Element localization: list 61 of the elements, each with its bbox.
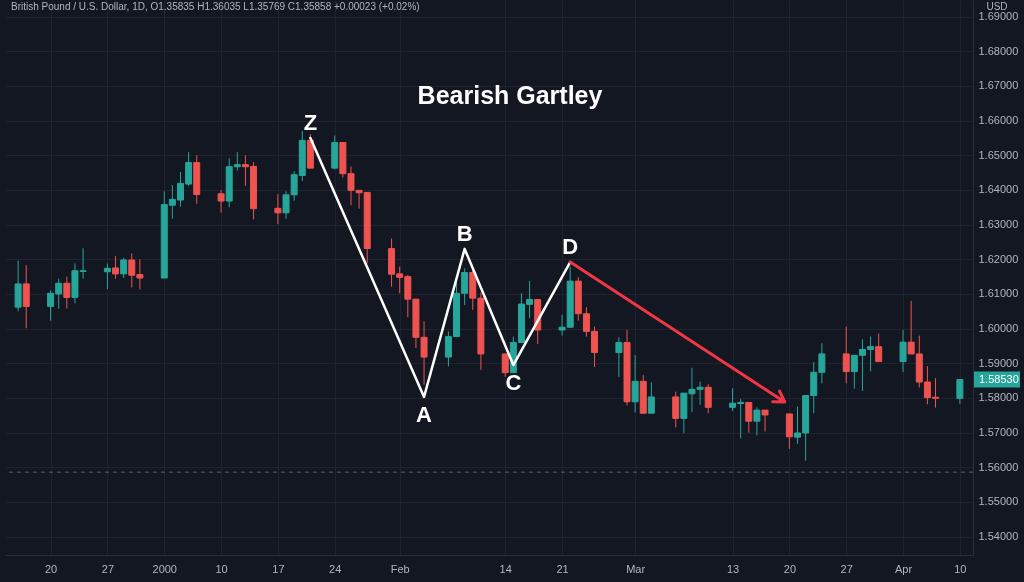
candlestick [112,255,120,280]
y-tick-label: 1.63000 [978,218,1019,231]
y-tick-label: 1.54000 [978,530,1019,543]
x-tick-label: 21 [556,562,569,575]
y-tick-label: 1.59000 [978,356,1019,369]
y-tick-label: 1.60000 [978,322,1019,335]
x-tick-label: 10 [954,562,967,575]
annotation: Z [303,109,318,135]
x-tick-label: 27 [101,562,115,575]
x-tick-label: 24 [329,562,342,575]
candlestick [761,409,769,433]
y-tick-label: 1.65000 [978,148,1019,161]
candlestick [899,329,907,373]
candlestick [120,257,128,279]
y-tick-label: 1.67000 [978,79,1019,92]
x-tick-label: Mar [626,562,646,575]
y-tick-label: 1.69000 [978,10,1019,23]
y-tick-label: 1.56000 [978,460,1019,473]
candlestick [615,336,623,378]
candlestick [274,193,282,225]
y-tick-label: 1.64000 [978,183,1019,196]
y-tick-label: 1.62000 [978,252,1019,265]
x-tick-label: 14 [499,562,512,575]
candlestick [956,379,964,405]
candlestick [63,276,71,310]
x-tick-label: 10 [215,562,228,575]
candlestick [785,413,793,450]
annotation: D [562,234,579,260]
candlestick [875,332,883,363]
candlestick [704,383,712,414]
candlestick [103,262,111,290]
y-tick-label: 1.58000 [978,391,1019,404]
x-tick-label: 2000 [152,562,177,575]
candlestick [631,354,639,414]
y-tick-label: 1.68000 [978,44,1019,57]
y-tick-label: 1.55000 [978,495,1019,508]
annotation: C [505,370,522,396]
candlestick [753,406,761,436]
annotation: B [456,220,473,246]
x-tick-label: 17 [272,562,285,575]
chart-subtitle: British Pound / U.S. Dollar, 1D, O1.35835 H1.36035 L1.35769 C1.35858 +0.00023 (+0.02%) [11,1,420,12]
x-tick-label: 13 [726,562,740,575]
candlestick [217,189,225,213]
x-tick-label: Apr [894,562,913,575]
x-tick-label: 27 [840,562,853,575]
y-tick-label: 1.61000 [978,287,1019,300]
y-axis-title: USD [986,1,1008,12]
candlestick [14,260,22,312]
candlestick [842,326,850,384]
y-tick-label: 1.57000 [978,426,1019,439]
candlestick [672,391,680,428]
annotation: A [416,401,433,427]
candlestick [647,381,655,414]
text: Bearish Gartley [417,81,603,109]
candlestick [22,264,30,329]
x-tick-label: Feb [390,562,410,575]
x-tick-label: 20 [44,562,58,575]
text: 1.58530 [979,372,1019,385]
x-tick-label: 20 [783,562,797,575]
y-tick-label: 1.66000 [978,114,1019,127]
candlestick [745,401,753,434]
